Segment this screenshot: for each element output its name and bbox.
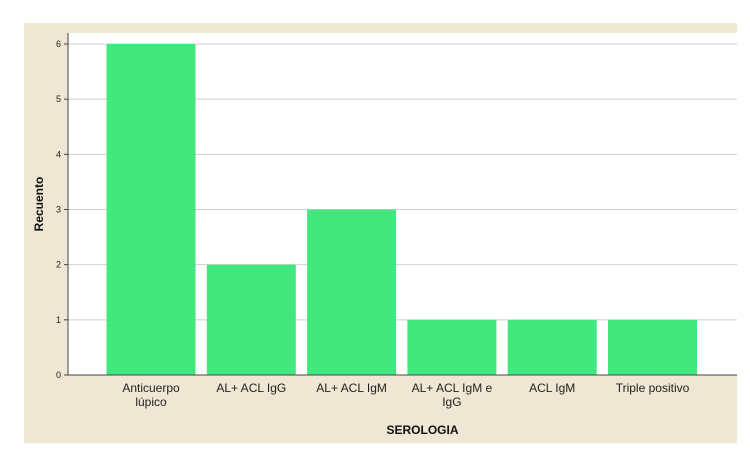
x-tick-label: Anticuerpo lúpico [122, 381, 180, 409]
bar [608, 319, 697, 375]
y-tick-label: 1 [56, 315, 61, 325]
x-tick-label: Triple positivo [616, 381, 690, 395]
bar [206, 264, 296, 375]
y-axis-title: Recuento [32, 177, 46, 232]
y-tick-labels: 0 1 2 3 4 5 6 [56, 39, 68, 380]
x-tick-labels: Anticuerpo lúpico AL+ ACL IgG AL+ ACL IgM AL… [122, 381, 689, 409]
y-tick-label: 0 [56, 370, 61, 380]
x-tick-label: AL+ ACL IgG [216, 381, 286, 395]
y-tick-label: 6 [56, 39, 61, 49]
bar [507, 319, 597, 375]
bar [106, 44, 196, 375]
x-tick-label: ACL IgM [529, 381, 575, 395]
axes [67, 33, 737, 376]
y-tick-label: 5 [56, 94, 61, 104]
y-tick-label: 3 [56, 205, 61, 215]
x-axis-title: SEROLOGIA [386, 423, 458, 437]
x-tick-label: AL+ ACL IgM [316, 381, 387, 395]
x-tick-label: AL+ ACL IgM e IgG [412, 381, 493, 409]
bar [407, 319, 497, 375]
y-tick-label: 4 [56, 149, 61, 159]
bar [307, 209, 397, 375]
y-tick-label: 2 [56, 260, 61, 270]
bars [106, 44, 697, 375]
